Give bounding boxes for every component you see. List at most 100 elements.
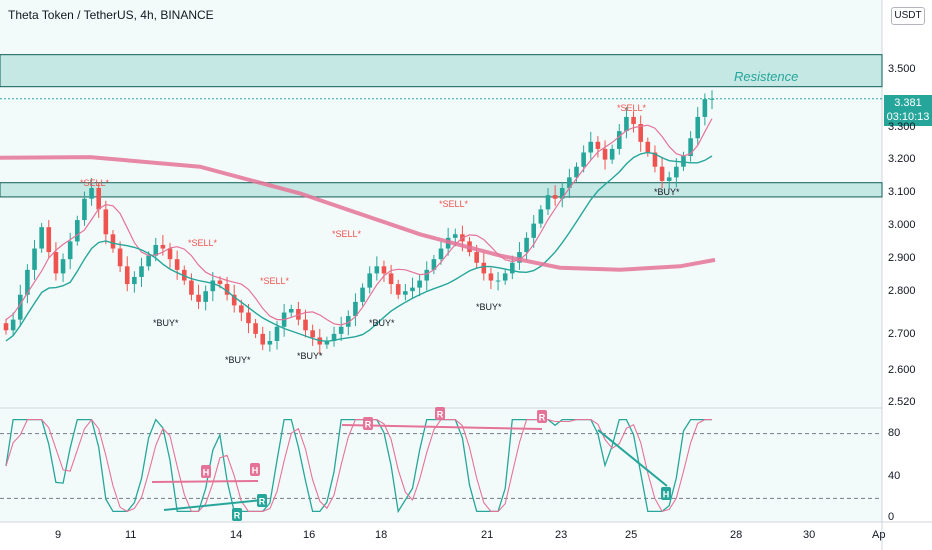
candle-body — [25, 269, 30, 295]
sell-signal: *SELL* — [439, 199, 469, 209]
candle-body — [388, 273, 394, 285]
candle-body — [552, 195, 558, 199]
regular-divergence-mark — [435, 407, 445, 420]
candle-body — [531, 223, 537, 238]
candle-body — [524, 237, 529, 253]
time-tick-apr: Ap — [872, 529, 886, 541]
sell-signal: *SELL* — [188, 238, 218, 248]
candle-body — [75, 220, 80, 242]
time-tick-18: 18 — [375, 529, 388, 541]
candle-body — [381, 266, 387, 274]
regular-divergence-mark — [257, 494, 267, 507]
buy-signal: *BUY* — [225, 355, 251, 365]
candle-body — [17, 294, 23, 320]
candle-body — [96, 188, 102, 210]
candle-body — [67, 241, 73, 260]
candle-body — [474, 252, 479, 263]
last-price: 3.381 — [894, 97, 922, 109]
candle-body — [89, 188, 94, 199]
candle-body — [367, 273, 372, 288]
osc-tick-0: 0 — [888, 511, 895, 523]
candle-body — [695, 116, 701, 139]
candle-body — [53, 252, 59, 274]
candle-body — [167, 248, 173, 260]
resistance-label: Resistence — [734, 69, 799, 84]
time-tick-16: 16 — [303, 529, 316, 541]
candle-body — [502, 273, 508, 281]
sell-signal: *SELL* — [260, 276, 290, 286]
candle-body — [616, 131, 622, 149]
regular-divergence-mark-text: R — [259, 497, 266, 507]
buy-signal: *BUY* — [297, 351, 323, 361]
candle-body — [103, 209, 109, 235]
candle-body — [659, 166, 665, 181]
candle-body — [10, 319, 16, 331]
long-ma-line — [0, 155, 716, 272]
candle-body — [517, 252, 522, 263]
candle-body — [189, 280, 194, 295]
candle-body — [567, 177, 572, 189]
candle-body — [360, 287, 365, 302]
candle-body — [267, 340, 273, 345]
candle-body — [132, 276, 137, 285]
candle-body — [581, 152, 586, 167]
price-tick-3100: 3.100 — [888, 186, 916, 198]
candle-body — [331, 333, 337, 341]
hidden-divergence-mark-text: H — [252, 466, 259, 476]
support-zone — [0, 182, 883, 198]
candle-body — [495, 280, 501, 282]
candle-body — [246, 312, 251, 324]
candle-body — [702, 99, 708, 117]
time-tick-11: 11 — [125, 529, 137, 541]
buy-signal: *BUY* — [476, 302, 502, 312]
candle-body — [260, 333, 266, 345]
regular-divergence-mark-text: R — [539, 413, 546, 423]
sell-signal: *SELL* — [617, 103, 647, 113]
candle-body — [602, 148, 608, 160]
candle-body — [124, 266, 130, 285]
buy-signal: *BUY* — [654, 187, 680, 197]
candle-body — [395, 284, 401, 295]
candle-body — [196, 294, 201, 302]
price-tick-3000: 3.000 — [888, 219, 916, 231]
candle-body — [452, 234, 458, 238]
regular-divergence-mark-text: R — [365, 420, 372, 430]
time-tick-21: 21 — [481, 529, 494, 541]
candle-body — [545, 195, 551, 210]
candle-body — [324, 340, 330, 345]
time-tick-14: 14 — [230, 529, 243, 541]
currency-button[interactable]: USDT — [891, 7, 925, 25]
candle-body — [688, 138, 693, 157]
fast-ma-line — [5, 118, 713, 326]
candle-body — [117, 248, 123, 267]
candle-body — [666, 177, 672, 181]
candle-body — [481, 262, 487, 274]
regular-divergence-mark — [363, 417, 373, 430]
candle-body — [410, 287, 415, 292]
candle-body — [510, 262, 515, 274]
osc-d-line — [5, 418, 712, 513]
candle-body — [674, 166, 679, 178]
candle-body — [588, 141, 594, 153]
osc-tick-40: 40 — [888, 470, 901, 482]
osc-pane-bg — [0, 410, 882, 522]
candle-body — [288, 308, 294, 313]
time-tick-23: 23 — [555, 529, 568, 541]
hidden-divergence-mark — [661, 487, 671, 500]
candle-body — [46, 227, 52, 253]
candle-body — [431, 259, 437, 270]
price-tick-2900: 2.900 — [888, 252, 916, 264]
candle-body — [488, 273, 494, 281]
regular-divergence-mark-text: R — [234, 511, 241, 521]
candle-body — [338, 326, 344, 334]
candle-body — [160, 244, 166, 249]
buy-signal: *BUY* — [369, 318, 395, 328]
divergence-line — [151, 480, 259, 483]
price-tick-3500: 3.500 — [888, 63, 916, 75]
hidden-divergence-mark — [201, 465, 211, 478]
price-tick-2600: 2.600 — [888, 364, 916, 376]
candle-body — [303, 319, 308, 331]
osc-tick-80: 80 — [888, 427, 901, 439]
